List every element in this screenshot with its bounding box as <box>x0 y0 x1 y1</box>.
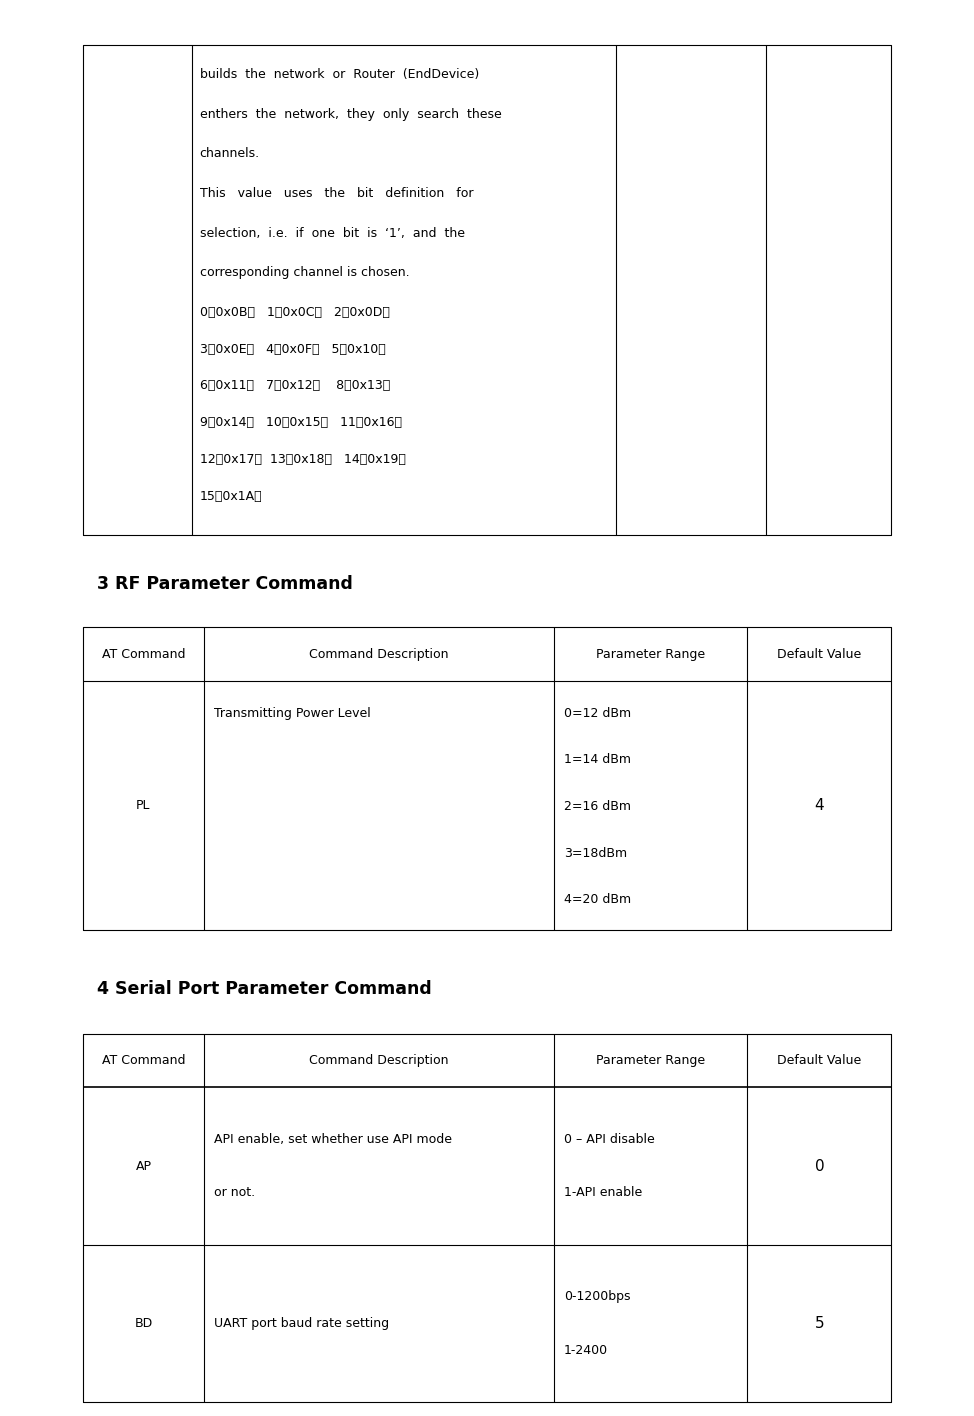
Text: 15（0x1A）: 15（0x1A） <box>200 490 262 503</box>
Text: 0（0x0B）   1（0x0C）   2（0x0D）: 0（0x0B） 1（0x0C） 2（0x0D） <box>200 306 390 319</box>
Text: 0=12 dBm: 0=12 dBm <box>564 707 631 719</box>
Text: 4=20 dBm: 4=20 dBm <box>564 893 631 906</box>
Text: 2=16 dBm: 2=16 dBm <box>564 800 631 813</box>
Text: PL: PL <box>136 799 151 813</box>
Text: This   value   uses   the   bit   definition   for: This value uses the bit definition for <box>200 187 473 200</box>
Text: Parameter Range: Parameter Range <box>596 1054 705 1068</box>
Text: UART port baud rate setting: UART port baud rate setting <box>214 1317 389 1330</box>
Text: Parameter Range: Parameter Range <box>596 647 705 661</box>
Text: 3 RF Parameter Command: 3 RF Parameter Command <box>97 575 354 593</box>
Text: Command Description: Command Description <box>310 647 449 661</box>
Text: 0 – API disable: 0 – API disable <box>564 1133 655 1146</box>
Text: selection,  i.e.  if  one  bit  is  ‘1’,  and  the: selection, i.e. if one bit is ‘1’, and t… <box>200 227 465 239</box>
Text: 1-2400: 1-2400 <box>564 1344 608 1357</box>
Text: API enable, set whether use API mode: API enable, set whether use API mode <box>214 1133 452 1146</box>
Text: Default Value: Default Value <box>777 647 861 661</box>
Text: 4: 4 <box>814 799 824 813</box>
Text: 5: 5 <box>814 1315 824 1331</box>
Text: AT Command: AT Command <box>101 647 185 661</box>
Text: 1-API enable: 1-API enable <box>564 1187 643 1199</box>
Text: 0: 0 <box>814 1158 824 1174</box>
Text: 1=14 dBm: 1=14 dBm <box>564 753 631 766</box>
Text: BD: BD <box>134 1317 153 1330</box>
Text: builds  the  network  or  Router  (EndDevice): builds the network or Router (EndDevice) <box>200 68 479 81</box>
Text: Transmitting Power Level: Transmitting Power Level <box>214 707 370 719</box>
Text: corresponding channel is chosen.: corresponding channel is chosen. <box>200 266 409 279</box>
Text: 0-1200bps: 0-1200bps <box>564 1290 630 1303</box>
Text: 3=18dBm: 3=18dBm <box>564 847 627 860</box>
Text: AT Command: AT Command <box>101 1054 185 1068</box>
Text: or not.: or not. <box>214 1187 255 1199</box>
Text: 6（0x11）   7（0x12）    8（0x13）: 6（0x11） 7（0x12） 8（0x13） <box>200 379 390 392</box>
Text: enthers  the  network,  they  only  search  these: enthers the network, they only search th… <box>200 108 502 120</box>
Text: 3（0x0E）   4（0x0F）   5（0x10）: 3（0x0E） 4（0x0F） 5（0x10） <box>200 343 386 355</box>
Text: channels.: channels. <box>200 147 260 160</box>
Text: 4 Serial Port Parameter Command: 4 Serial Port Parameter Command <box>97 980 432 998</box>
Text: 9（0x14）   10（0x15）   11（0x16）: 9（0x14） 10（0x15） 11（0x16） <box>200 416 401 429</box>
Text: AP: AP <box>135 1160 151 1172</box>
Text: 12（0x17）  13（0x18）   14（0x19）: 12（0x17） 13（0x18） 14（0x19） <box>200 453 405 466</box>
Text: Default Value: Default Value <box>777 1054 861 1068</box>
Text: Command Description: Command Description <box>310 1054 449 1068</box>
